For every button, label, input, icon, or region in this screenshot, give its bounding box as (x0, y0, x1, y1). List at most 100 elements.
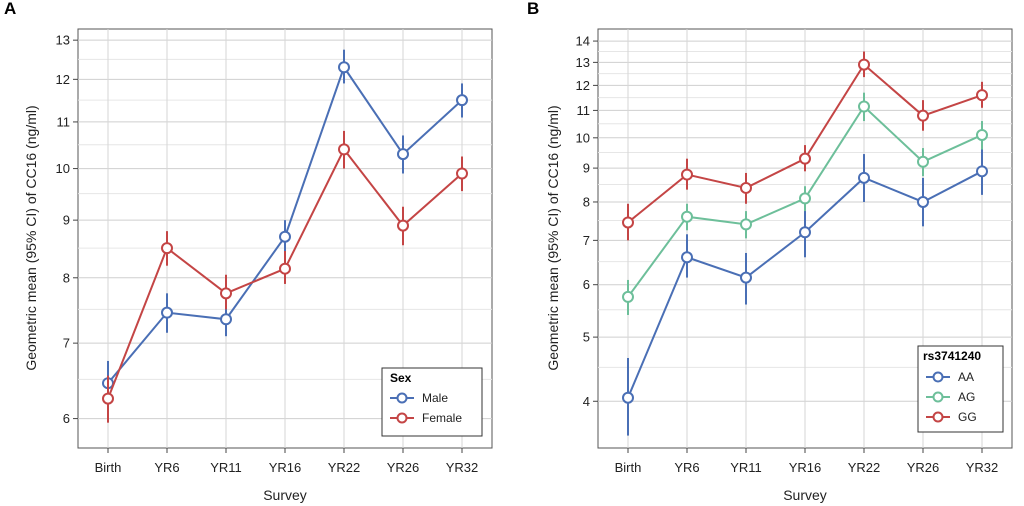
panel-a-legend-female-marker (396, 412, 408, 424)
panel-b-aa-point (681, 251, 693, 264)
panel-b-y-tick-label: 7 (583, 233, 590, 248)
panel-a-male-point (456, 94, 468, 107)
panel-b-legend-ag-marker (932, 391, 944, 403)
panel-a-y-axis-title: Geometric mean (95% CI) of CC16 (ng/ml) (23, 105, 39, 370)
panel-b-legend-title: rs3741240 (923, 349, 981, 363)
panel-b-y-ticks: 4 5 6 7 8 9 10 11 12 13 14 (576, 34, 598, 409)
panel-b-x-tick-label: YR26 (907, 460, 940, 475)
panel-a-female-point (102, 392, 114, 405)
panel-b-x-tick-label: YR6 (674, 460, 699, 475)
panel-b-gg-point (799, 152, 811, 165)
panel-a-female-point (220, 287, 232, 300)
panel-b-aa-point (622, 391, 634, 404)
panel-b-y-tick-label: 11 (577, 103, 591, 118)
panel-b-ag-point (799, 192, 811, 205)
panel-b-legend-aa-label: AA (958, 370, 974, 384)
panel-b-series (622, 51, 988, 436)
panel-a-x-ticks: Birth YR6 YR11 YR16 YR22 YR26 YR32 (95, 448, 479, 475)
panel-b-gg-point (976, 89, 988, 102)
panel-b-series-ag (622, 92, 988, 315)
panel-b-ag-point (858, 100, 870, 113)
panel-b-y-tick-label: 12 (576, 78, 590, 93)
panel-b-ag-point (740, 218, 752, 231)
panel-b-y-tick-label: 13 (576, 55, 590, 70)
panel-b-gg-point (740, 181, 752, 194)
panel-b-series-gg (622, 51, 988, 241)
panel-a-male-point (220, 313, 232, 326)
panel-b-legend-gg-label: GG (958, 410, 977, 424)
panel-b-gg-point (681, 168, 693, 181)
panel-b-x-tick-label: YR22 (848, 460, 881, 475)
panel-a-x-axis-title: Survey (263, 487, 307, 503)
panel-a-x-tick-label: YR6 (154, 460, 179, 475)
panel-b-legend: rs3741240 AA AG GG (917, 345, 1004, 433)
panel-a-x-tick-label: Birth (95, 460, 122, 475)
panel-b-aa-point (917, 195, 929, 208)
panel-a-series (102, 49, 468, 423)
panel-a-legend-title: Sex (390, 371, 412, 385)
panel-a-legend: Sex Male Female (381, 367, 483, 437)
panel-b-gg-point (858, 58, 870, 71)
panel-a-legend-male-marker (396, 392, 408, 404)
panel-a-male-point (338, 61, 350, 74)
panel-b-aa-point (858, 171, 870, 184)
panel-b-legend-gg-marker (932, 411, 944, 423)
panel-a-y-tick-label: 13 (56, 33, 70, 48)
panel-b-x-tick-label: YR11 (730, 460, 762, 475)
panel-a-male-point (279, 230, 291, 243)
panel-b-aa-point (740, 271, 752, 284)
panel-b-aa-point (976, 165, 988, 178)
panel-a-x-tick-label: YR16 (269, 460, 302, 475)
panel-a-series-male (102, 49, 468, 407)
panel-b-y-tick-label: 8 (583, 194, 590, 209)
panel-a-x-tick-label: YR22 (328, 460, 361, 475)
panel-b-y-tick-label: 6 (583, 277, 590, 292)
panel-a-y-tick-label: 7 (63, 336, 70, 351)
panel-b-legend-aa-marker (932, 371, 944, 383)
panel-b-gg-point (917, 109, 929, 122)
panel-a: A 6 7 8 9 10 11 12 13 Birth YR6 YR11 YR16 YR22 YR26 Y… (4, 0, 493, 503)
panel-b: B 4 5 6 7 8 9 10 11 12 13 14 Birth YR6 YR11 YR16 YR22 Y… (527, 0, 1013, 503)
panel-b-label: B (527, 0, 539, 18)
panel-b-y-tick-label: 9 (583, 161, 590, 176)
panel-a-y-tick-label: 9 (63, 213, 70, 228)
panel-b-x-ticks: Birth YR6 YR11 YR16 YR22 YR26 YR32 (615, 448, 999, 475)
panel-a-female-point (456, 167, 468, 180)
panel-b-y-tick-label: 10 (576, 130, 590, 145)
panel-b-series-aa (622, 146, 988, 436)
panel-a-x-tick-label: YR26 (387, 460, 420, 475)
panel-a-series-female (102, 130, 468, 423)
panel-b-ag-point (976, 128, 988, 141)
panel-a-x-tick-label: YR32 (446, 460, 479, 475)
panel-a-legend-female-label: Female (422, 411, 462, 425)
panel-a-female-point (397, 219, 409, 232)
panel-b-gg-point (622, 216, 634, 229)
panel-b-ag-point (681, 210, 693, 223)
panel-b-ag-point (917, 155, 929, 168)
panel-a-y-tick-label: 8 (63, 270, 70, 285)
panel-a-x-tick-label: YR11 (210, 460, 242, 475)
panel-b-aa-point (799, 226, 811, 239)
panel-a-female-point (338, 143, 350, 156)
panel-b-x-tick-label: YR32 (966, 460, 999, 475)
panel-b-legend-ag-label: AG (958, 390, 975, 404)
panel-a-female-point (279, 262, 291, 275)
panel-b-x-tick-label: YR16 (789, 460, 822, 475)
panel-a-female-point (161, 242, 173, 255)
panel-b-x-axis-title: Survey (783, 487, 827, 503)
panel-b-y-tick-label: 5 (583, 330, 590, 345)
panel-b-x-tick-label: Birth (615, 460, 642, 475)
panel-a-male-point (397, 148, 409, 161)
panel-a-y-tick-label: 6 (63, 411, 70, 426)
panel-a-y-tick-label: 12 (56, 72, 70, 87)
panel-a-legend-male-label: Male (422, 391, 448, 405)
panel-a-y-ticks: 6 7 8 9 10 11 12 13 (56, 33, 78, 426)
panel-a-y-tick-label: 10 (56, 161, 70, 176)
panel-b-y-tick-label: 4 (583, 394, 590, 409)
panel-a-y-tick-label: 11 (57, 114, 71, 129)
panel-a-male-point (161, 306, 173, 319)
panel-b-y-tick-label: 14 (576, 34, 590, 49)
panel-b-ag-point (622, 290, 634, 303)
panel-a-label: A (4, 0, 16, 18)
